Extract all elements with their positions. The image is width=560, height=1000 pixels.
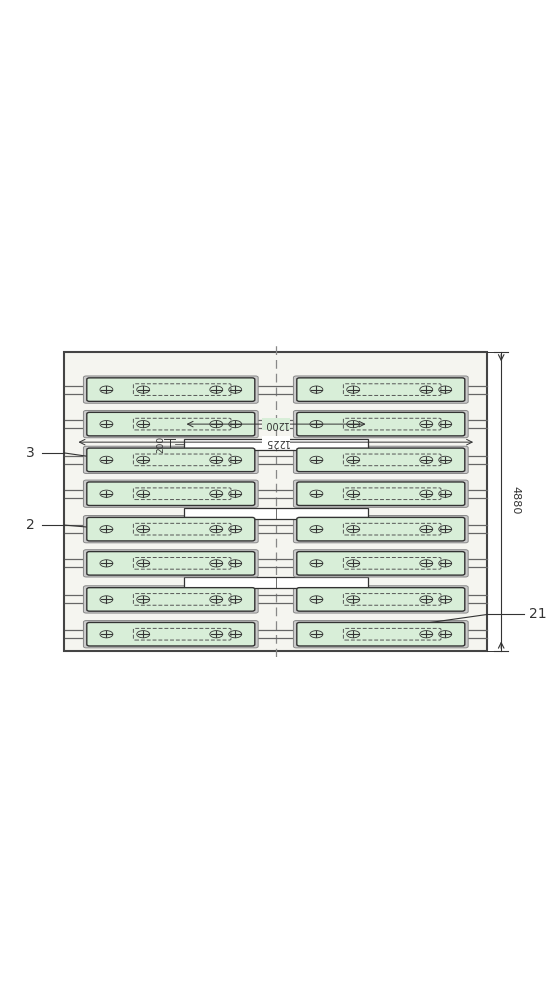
FancyBboxPatch shape xyxy=(87,517,255,541)
FancyBboxPatch shape xyxy=(297,622,465,646)
FancyBboxPatch shape xyxy=(297,517,465,541)
FancyBboxPatch shape xyxy=(297,378,465,401)
FancyBboxPatch shape xyxy=(83,446,258,474)
FancyBboxPatch shape xyxy=(293,550,468,577)
FancyBboxPatch shape xyxy=(87,482,255,505)
Text: 2: 2 xyxy=(26,518,35,532)
Bar xyxy=(184,577,368,588)
FancyBboxPatch shape xyxy=(293,446,468,474)
FancyBboxPatch shape xyxy=(293,516,468,543)
FancyBboxPatch shape xyxy=(83,621,258,648)
FancyBboxPatch shape xyxy=(83,480,258,507)
Text: 1225: 1225 xyxy=(264,437,288,447)
Text: 4880: 4880 xyxy=(510,486,520,514)
Text: 3: 3 xyxy=(26,446,35,460)
FancyBboxPatch shape xyxy=(293,376,468,403)
FancyBboxPatch shape xyxy=(87,378,255,401)
Bar xyxy=(184,439,368,450)
FancyBboxPatch shape xyxy=(297,482,465,505)
Text: 21: 21 xyxy=(529,607,547,621)
FancyBboxPatch shape xyxy=(87,552,255,575)
FancyBboxPatch shape xyxy=(87,622,255,646)
FancyBboxPatch shape xyxy=(83,376,258,403)
FancyBboxPatch shape xyxy=(297,588,465,611)
FancyBboxPatch shape xyxy=(293,480,468,507)
FancyBboxPatch shape xyxy=(293,586,468,613)
FancyBboxPatch shape xyxy=(87,448,255,472)
FancyBboxPatch shape xyxy=(297,552,465,575)
FancyBboxPatch shape xyxy=(293,410,468,438)
FancyBboxPatch shape xyxy=(87,588,255,611)
FancyBboxPatch shape xyxy=(297,412,465,436)
FancyBboxPatch shape xyxy=(293,621,468,648)
FancyBboxPatch shape xyxy=(83,586,258,613)
Bar xyxy=(184,508,368,519)
Bar xyxy=(64,352,487,651)
Text: 200: 200 xyxy=(157,436,166,453)
FancyBboxPatch shape xyxy=(87,412,255,436)
FancyBboxPatch shape xyxy=(83,550,258,577)
FancyBboxPatch shape xyxy=(297,448,465,472)
FancyBboxPatch shape xyxy=(83,410,258,438)
FancyBboxPatch shape xyxy=(83,516,258,543)
Text: 1200: 1200 xyxy=(264,419,288,429)
